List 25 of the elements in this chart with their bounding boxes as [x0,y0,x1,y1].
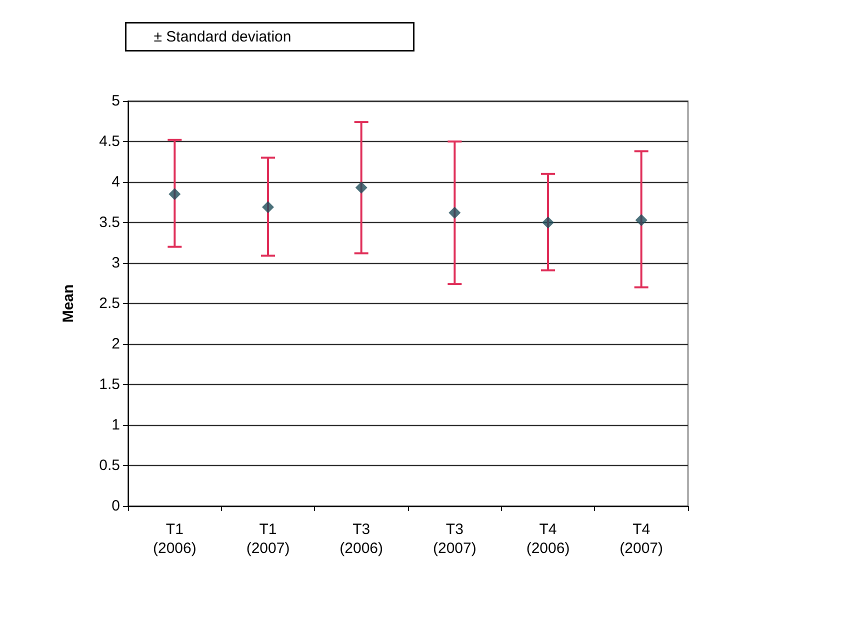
point [355,182,368,194]
y-tick-label: 0.5 [99,457,120,474]
x-tick-label: T3 (2006) [340,521,384,557]
y-tick-label: 0 [112,498,120,514]
y-tick-label: 1 [112,416,120,434]
y-tick-label: 4.5 [99,133,120,150]
text: ± Standard deviation [154,28,292,46]
y-tick-label: 1.5 [99,376,120,393]
x-tick-label: T4 (2007) [620,521,664,557]
y-tick-label: 5 [112,92,120,110]
x-tick-label: T1 (2007) [246,521,290,557]
y-axis-title: Mean [60,284,77,323]
x-tick-label: T4 (2006) [526,521,570,557]
y-tick-label: 3.5 [99,214,120,231]
point [168,188,181,200]
point [542,216,554,228]
y-tick-label: 2.5 [99,295,120,312]
x-tick-label: T1 (2006) [152,521,196,557]
x-tick-label: T3 (2007) [432,521,476,557]
point [262,201,274,214]
point [635,214,648,226]
point [448,206,461,219]
y-tick-label: 3 [112,254,120,272]
y-tick-label: 2 [112,336,120,352]
y-tick-label: 4 [112,174,120,190]
